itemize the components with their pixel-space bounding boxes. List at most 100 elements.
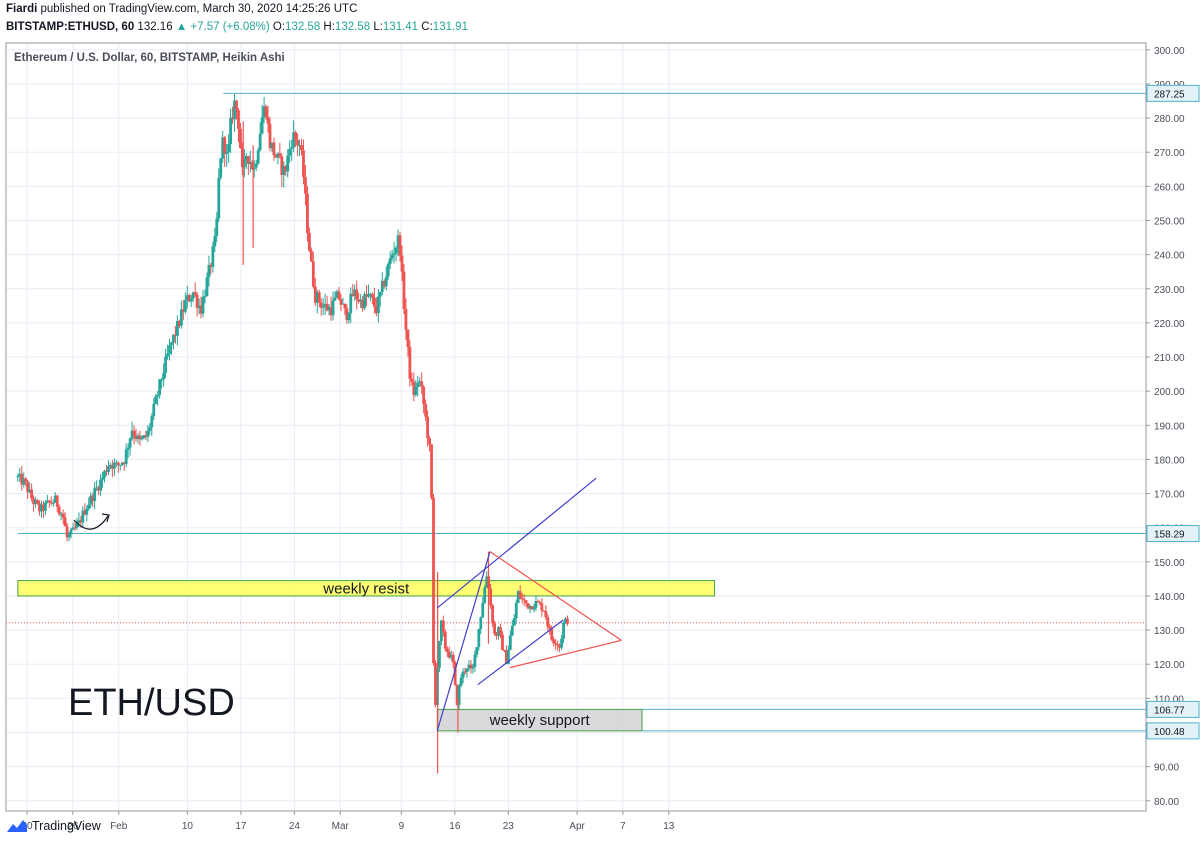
candle-body [453,662,457,685]
candle-body [298,144,301,146]
candle-body [258,133,262,151]
candle-body [201,297,205,314]
candle-body [451,654,455,663]
candle-body [491,605,495,624]
candle-body [128,438,132,448]
candle-body [219,158,223,178]
candle-body [195,294,199,308]
price-tick-label: 280.00 [1154,114,1185,125]
ohlc-low: 131.41 [382,21,419,33]
candle-body [77,520,81,524]
candle-body [544,611,548,617]
time-tick-label: Mar [332,821,350,832]
candle-body [504,650,508,665]
candle-body [103,470,106,478]
candle-body [262,106,266,118]
candle-body [140,438,144,440]
candle-body [382,280,386,287]
trendline [509,639,622,669]
candle-body [493,623,496,634]
candle-body [422,386,426,404]
candle-body [560,638,563,648]
candle-body [91,495,95,501]
author-name[interactable]: Fiardi [6,3,38,15]
candle-body [61,513,65,518]
candle-body [203,296,207,298]
time-tick-label: 10 [182,821,194,832]
candle-body [233,100,236,120]
price-tag [1146,722,1200,740]
trendline [489,551,622,641]
price-tag-label: 106.77 [1154,705,1185,716]
time-tick-label: 13 [663,821,675,832]
candle-body [30,489,34,499]
candle-body [183,300,187,312]
candle-body [57,506,61,514]
candle-body [524,600,528,604]
chart-grid [6,43,1146,811]
candle-body [463,671,467,673]
candle-body [562,622,565,639]
candle-body [280,156,284,175]
candle-body [392,253,396,255]
candle-body [313,286,317,303]
candle-body [522,599,526,601]
candle-body [65,526,69,538]
candle-body [449,654,453,658]
candle-body [288,149,292,156]
candle-body [191,292,195,299]
candle-body [101,477,104,480]
candle-body [87,504,91,509]
candle-body [357,299,361,302]
price-tick-label: 250.00 [1154,216,1185,227]
last-price: 132.16 [137,21,173,33]
candle-body [105,470,108,472]
time-axis: 20 26 Feb 10 17 24 Mar 9 16 23 Apr 7 13 [6,810,1146,832]
price-tick-label: 140.00 [1154,592,1185,603]
candle-body [185,295,189,301]
price-tick-label: 150.00 [1154,558,1185,569]
candle-body [510,625,514,636]
candle-body [197,305,201,308]
candle-body [59,513,63,515]
candle-body [122,462,126,465]
candle-body [276,153,280,158]
ohlc-open-label: O: [272,21,286,33]
price-tick-label: 110.00 [1154,694,1184,705]
candle-body [514,602,518,619]
candle-body [71,527,75,530]
candle-body [416,382,420,387]
candle-body [317,292,321,303]
candle-body [459,677,463,686]
candle-body [28,489,32,493]
candle-body [349,293,353,314]
publish-text: published on TradingView.com, March 30, … [40,3,358,15]
candle-body [443,631,447,649]
candle-body [215,218,219,236]
candle-body [107,466,110,472]
tradingview-footer[interactable]: TradingView [6,818,101,834]
candle-body [148,427,152,431]
candle-body [112,462,116,469]
symbol-info: BITSTAMP:ETHUSD, 60 132.16 ▲ +7.57 (+6.0… [6,21,468,33]
candle-body [548,626,552,629]
candle-body [22,478,26,485]
candle-body [162,373,166,380]
candle-body [158,379,162,395]
candle-body [304,177,307,194]
candle-body [564,618,567,623]
candle-body [47,500,51,503]
candle-body [85,508,89,515]
candle-body [528,606,532,609]
candle-body [181,309,185,312]
candle-body [286,155,290,172]
candle-body [138,435,142,440]
candle-body [396,235,400,248]
candle-body [333,297,337,301]
trendline [477,619,564,686]
candle-body [170,342,173,346]
candle-body [42,504,45,511]
price-tick-label: 130.00 [1154,626,1185,637]
candle-body [307,233,311,251]
